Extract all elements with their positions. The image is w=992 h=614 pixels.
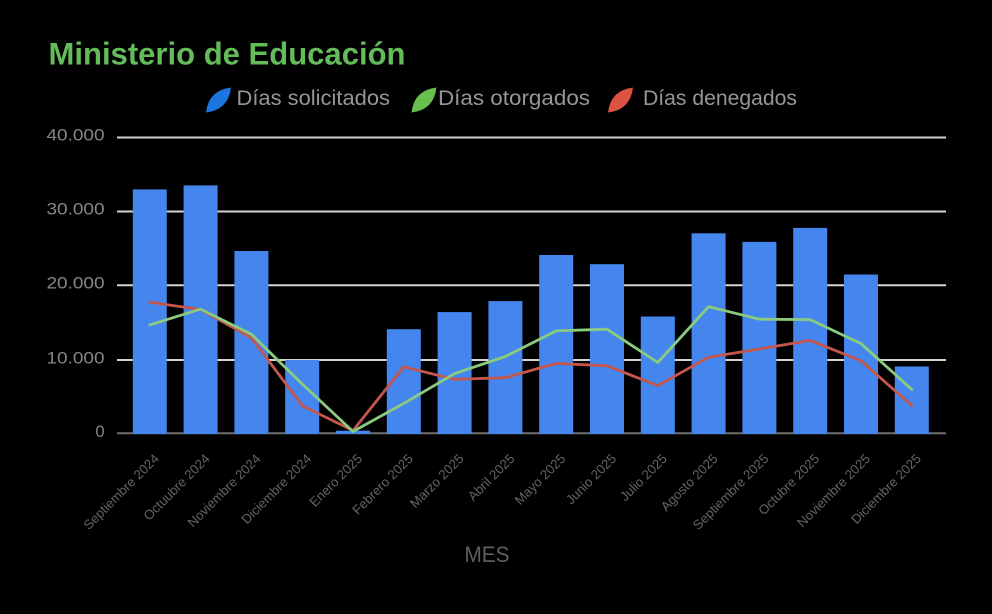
- svg-text:40.000: 40.000: [47, 127, 105, 145]
- svg-text:Días otorgados: Días otorgados: [438, 87, 590, 110]
- svg-text:0: 0: [95, 423, 104, 441]
- svg-text:Días solicitados: Días solicitados: [237, 87, 391, 110]
- svg-text:Ministerio de Educación: Ministerio de Educación: [49, 36, 406, 72]
- svg-text:MES: MES: [465, 542, 510, 567]
- svg-text:Días denegados: Días denegados: [643, 87, 797, 110]
- svg-text:30.000: 30.000: [47, 201, 105, 219]
- svg-text:10.000: 10.000: [47, 350, 105, 368]
- svg-text:20.000: 20.000: [47, 275, 105, 293]
